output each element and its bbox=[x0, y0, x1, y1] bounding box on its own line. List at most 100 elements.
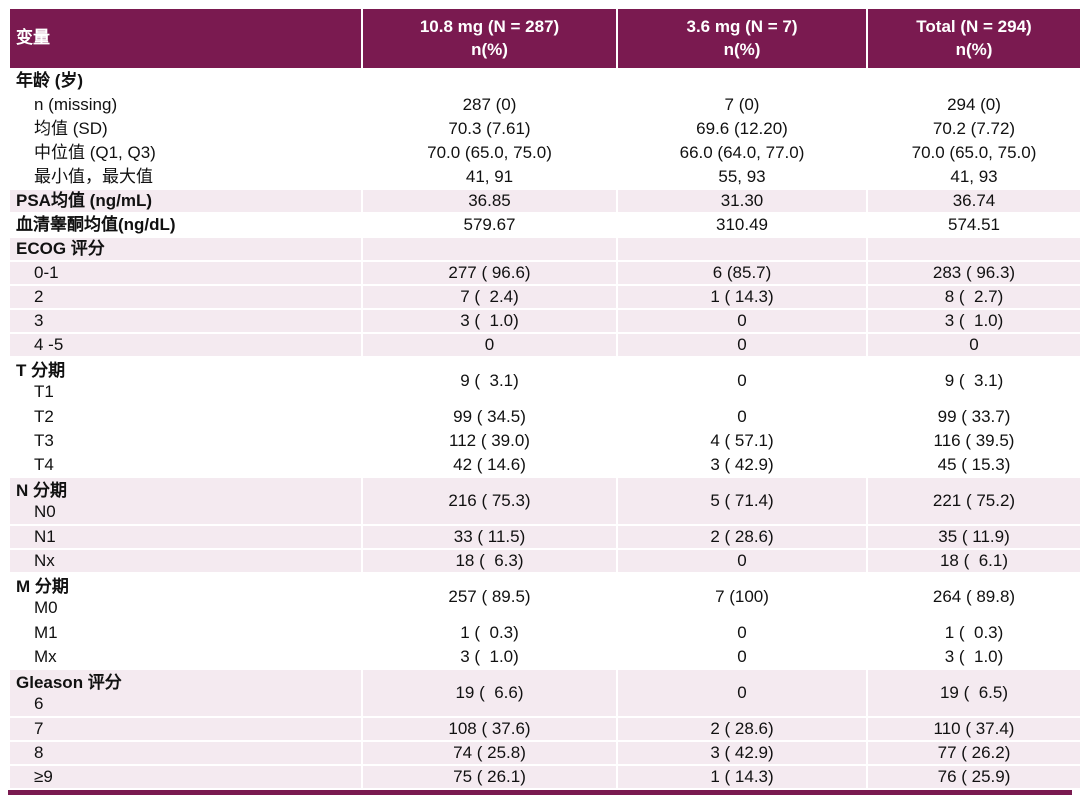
value-cell: 3 ( 1.0) bbox=[868, 646, 1080, 668]
table-row: PSA均值 (ng/mL) 36.85 31.30 36.74 bbox=[10, 190, 1080, 212]
value-cell: 19 ( 6.6) bbox=[363, 670, 616, 716]
row-label-cell: Mx bbox=[10, 646, 361, 668]
value-cell: 66.0 (64.0, 77.0) bbox=[618, 142, 866, 164]
value-cell: 75 ( 26.1) bbox=[363, 766, 616, 788]
value-cell: 108 ( 37.6) bbox=[363, 718, 616, 740]
value-cell bbox=[618, 70, 866, 92]
value-cell: 3 ( 42.9) bbox=[618, 454, 866, 476]
section-label: T 分期 bbox=[16, 360, 66, 380]
column-header-dose-3-6mg: 3.6 mg (N = 7) n(%) bbox=[618, 9, 866, 68]
value-cell: 42 ( 14.6) bbox=[363, 454, 616, 476]
table-row: 4 -5 0 0 0 bbox=[10, 334, 1080, 356]
row-label-cell: 8 bbox=[10, 742, 361, 764]
row-label-cell: 中位值 (Q1, Q3) bbox=[10, 142, 361, 164]
value-cell: 287 (0) bbox=[363, 94, 616, 116]
value-cell: 19 ( 6.5) bbox=[868, 670, 1080, 716]
value-cell: 110 ( 37.4) bbox=[868, 718, 1080, 740]
category-label: Mx bbox=[34, 647, 57, 667]
value-cell: 574.51 bbox=[868, 214, 1080, 236]
value-cell: 277 ( 96.6) bbox=[363, 262, 616, 284]
category-label: M0 bbox=[34, 598, 58, 617]
table-row: ECOG 评分 bbox=[10, 238, 1080, 260]
row-label-cell: N 分期 N0 bbox=[10, 478, 361, 524]
category-label: 最小值，最大值 bbox=[34, 167, 153, 187]
section-label: N 分期 bbox=[16, 480, 67, 500]
row-label-cell: 2 bbox=[10, 286, 361, 308]
value-cell: 0 bbox=[618, 622, 866, 644]
value-cell: 310.49 bbox=[618, 214, 866, 236]
value-cell: 6 (85.7) bbox=[618, 262, 866, 284]
value-cell: 3 ( 1.0) bbox=[363, 646, 616, 668]
row-label-cell: Gleason 评分 6 bbox=[10, 670, 361, 716]
value-cell: 294 (0) bbox=[868, 94, 1080, 116]
row-label-cell: 均值 (SD) bbox=[10, 118, 361, 140]
row-label-cell: T 分期 T1 bbox=[10, 358, 361, 404]
value-cell: 99 ( 34.5) bbox=[363, 406, 616, 428]
row-label-cell: ≥9 bbox=[10, 766, 361, 788]
value-cell: 3 ( 1.0) bbox=[363, 310, 616, 332]
table-row: T2 99 ( 34.5) 0 99 ( 33.7) bbox=[10, 406, 1080, 428]
section-label: PSA均值 (ng/mL) bbox=[16, 191, 152, 211]
value-cell bbox=[363, 70, 616, 92]
table-row: 3 3 ( 1.0) 0 3 ( 1.0) bbox=[10, 310, 1080, 332]
value-cell: 31.30 bbox=[618, 190, 866, 212]
value-cell bbox=[363, 238, 616, 260]
table-row: 最小值，最大值 41, 91 55, 93 41, 93 bbox=[10, 166, 1080, 188]
column-header-total: Total (N = 294) n(%) bbox=[868, 9, 1080, 68]
table-row: T 分期 T1 9 ( 3.1) 0 9 ( 3.1) bbox=[10, 358, 1080, 404]
table-row: M 分期 M0 257 ( 89.5) 7 (100) 264 ( 89.8) bbox=[10, 574, 1080, 620]
value-cell: 1 ( 14.3) bbox=[618, 286, 866, 308]
column-header-variable-label: 变量 bbox=[16, 28, 50, 48]
value-cell: 264 ( 89.8) bbox=[868, 574, 1080, 620]
value-cell: 1 ( 14.3) bbox=[618, 766, 866, 788]
value-cell: 3 ( 1.0) bbox=[868, 310, 1080, 332]
value-cell: 2 ( 28.6) bbox=[618, 718, 866, 740]
value-cell: 0 bbox=[618, 646, 866, 668]
category-label: N0 bbox=[34, 502, 56, 521]
section-label: Gleason 评分 bbox=[16, 672, 122, 692]
category-label: 4 -5 bbox=[34, 335, 64, 355]
value-cell: 9 ( 3.1) bbox=[868, 358, 1080, 404]
table-row: n (missing) 287 (0) 7 (0) 294 (0) bbox=[10, 94, 1080, 116]
table-row: Gleason 评分 6 19 ( 6.6) 0 19 ( 6.5) bbox=[10, 670, 1080, 716]
category-label: 中位值 (Q1, Q3) bbox=[34, 143, 156, 163]
table-row: ≥9 75 ( 26.1) 1 ( 14.3) 76 ( 25.9) bbox=[10, 766, 1080, 788]
value-cell: 70.0 (65.0, 75.0) bbox=[868, 142, 1080, 164]
category-label: T2 bbox=[34, 407, 54, 427]
value-cell: 76 ( 25.9) bbox=[868, 766, 1080, 788]
category-label: n (missing) bbox=[34, 95, 118, 115]
value-cell: 5 ( 71.4) bbox=[618, 478, 866, 524]
value-cell: 74 ( 25.8) bbox=[363, 742, 616, 764]
value-cell: 70.2 (7.72) bbox=[868, 118, 1080, 140]
value-cell: 283 ( 96.3) bbox=[868, 262, 1080, 284]
column-header-dose-10-8mg-label: 10.8 mg (N = 287) bbox=[419, 16, 560, 36]
category-label: 3 bbox=[34, 311, 44, 331]
table-bottom-border bbox=[8, 790, 1072, 795]
row-label-cell: 最小值，最大值 bbox=[10, 166, 361, 188]
table-row: 血清睾酮均值(ng/dL) 579.67 310.49 574.51 bbox=[10, 214, 1080, 236]
row-label-cell: T3 bbox=[10, 430, 361, 452]
value-cell: 0 bbox=[618, 310, 866, 332]
value-cell: 69.6 (12.20) bbox=[618, 118, 866, 140]
baseline-characteristics-table: 变量 10.8 mg (N = 287) n(%) 3.6 mg (N = 7)… bbox=[8, 7, 1080, 790]
value-cell: 99 ( 33.7) bbox=[868, 406, 1080, 428]
category-label: Nx bbox=[34, 551, 55, 571]
table-row: M1 1 ( 0.3) 0 1 ( 0.3) bbox=[10, 622, 1080, 644]
value-cell: 0 bbox=[868, 334, 1080, 356]
value-cell: 8 ( 2.7) bbox=[868, 286, 1080, 308]
table-row: 0-1 277 ( 96.6) 6 (85.7) 283 ( 96.3) bbox=[10, 262, 1080, 284]
column-header-variable: 变量 bbox=[10, 9, 361, 68]
value-cell: 0 bbox=[618, 406, 866, 428]
value-cell: 0 bbox=[618, 358, 866, 404]
category-label: N1 bbox=[34, 527, 56, 547]
value-cell: 0 bbox=[618, 334, 866, 356]
value-cell bbox=[868, 70, 1080, 92]
value-cell: 7 (100) bbox=[618, 574, 866, 620]
row-label-cell: T2 bbox=[10, 406, 361, 428]
row-label-cell: 血清睾酮均值(ng/dL) bbox=[10, 214, 361, 236]
value-cell: 0 bbox=[618, 670, 866, 716]
category-label: T3 bbox=[34, 431, 54, 451]
column-header-dose-3-6mg-label: 3.6 mg (N = 7) bbox=[686, 16, 798, 36]
row-label-cell: 3 bbox=[10, 310, 361, 332]
